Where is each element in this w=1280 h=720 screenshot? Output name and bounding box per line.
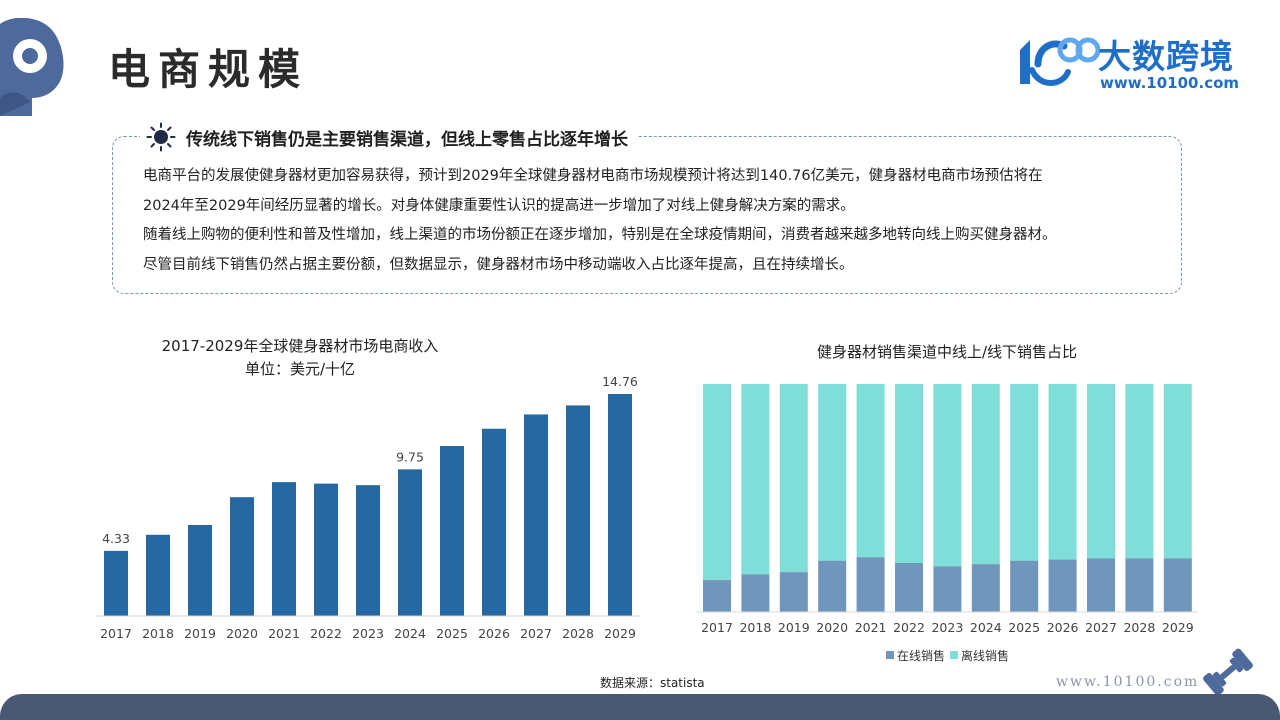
x-tick-label: 2017 (100, 626, 132, 641)
data-source: 数据来源：statista (600, 676, 705, 690)
x-tick-label: 2029 (604, 626, 636, 641)
online-bar-2021 (856, 557, 885, 612)
x-tick-label: 2018 (142, 626, 174, 641)
offline-bar-2021 (856, 384, 885, 558)
x-tick-label: 2021 (855, 620, 887, 635)
online-bar-2024 (971, 564, 1000, 612)
legend-swatch (950, 651, 958, 659)
x-tick-label: 2020 (816, 620, 848, 635)
x-tick-label: 2029 (1162, 620, 1194, 635)
x-tick-label: 2023 (352, 626, 384, 641)
x-tick-label: 2025 (436, 626, 468, 641)
dumbbell-icon (1203, 648, 1253, 696)
data-label-2017: 4.33 (102, 531, 130, 546)
x-tick-label: 2018 (739, 620, 771, 635)
offline-bar-2027 (1087, 384, 1115, 559)
offline-bar-2020 (818, 384, 847, 561)
offline-bar-2028 (1125, 384, 1154, 559)
offline-bar-2024 (971, 384, 1000, 565)
revenue-bar-chart: 2017-2029年全球健身器材市场电商收入 单位：美元/十亿 2017 2018… (96, 337, 640, 641)
brand-logo: 大数跨境 www.10100.com (1012, 30, 1244, 96)
bar-2022 (314, 483, 338, 616)
x-tick-label: 2021 (268, 626, 300, 641)
data-label-2029: 14.76 (602, 374, 638, 389)
offline-bar-2026 (1048, 384, 1077, 560)
online-bar-2023 (933, 566, 962, 612)
online-bar-2027 (1087, 558, 1115, 612)
online-bar-2020 (818, 560, 847, 612)
bar-2023 (356, 485, 380, 616)
sun-icon (146, 122, 176, 152)
legend-swatch (886, 651, 894, 659)
x-tick-label: 2027 (520, 626, 552, 641)
brand-100-icon (1020, 37, 1100, 86)
summary-line: 尽管目前线下销售仍然占据主要份额，但数据显示，健身器材市场中移动端收入占比逐年提… (143, 256, 854, 273)
x-tick-label: 2022 (310, 626, 342, 641)
offline-bar-2019 (779, 384, 808, 573)
bar-2027 (524, 414, 548, 616)
brand-name: 大数跨境 (1098, 37, 1234, 76)
summary-line: 随着线上购物的便利性和普及性增加，线上渠道的市场份额正在逐步增加，特别是在全球疫… (143, 227, 1057, 243)
online-bar-2017 (703, 580, 731, 612)
summary-line: 2024年至2029年间经历显著的增长。对身体健康重要性认识的提高进一步增加了对… (143, 197, 855, 214)
x-tick-label: 2020 (226, 626, 258, 641)
online-bar-2018 (741, 574, 770, 612)
chart-title: 健身器材销售渠道中线上/线下销售占比 (817, 343, 1077, 361)
online-bar-2026 (1048, 559, 1077, 612)
bar-2025 (440, 446, 464, 616)
bar-2028 (566, 405, 590, 616)
bar-2018 (146, 534, 170, 616)
x-tick-label: 2025 (1008, 620, 1040, 635)
online-bar-2028 (1125, 558, 1154, 612)
bar-2021 (272, 482, 296, 616)
offline-bar-2029 (1163, 384, 1192, 559)
offline-bar-2022 (895, 384, 923, 563)
bar-2020 (230, 497, 254, 616)
x-tick-label: 2027 (1085, 620, 1117, 635)
online-bar-2022 (895, 562, 923, 612)
offline-bar-2018 (741, 384, 770, 575)
offline-bar-2023 (933, 384, 962, 567)
x-tick-label: 2026 (478, 626, 510, 641)
offline-bar-2025 (1010, 384, 1039, 561)
footer-url: www.10100.com (1056, 674, 1200, 690)
offline-bar-2017 (703, 384, 731, 581)
legend-label: 在线销售 (897, 648, 945, 663)
x-tick-label: 2019 (184, 626, 216, 641)
online-bar-2025 (1010, 560, 1039, 612)
brand-url: www.10100.com (1100, 74, 1240, 92)
x-tick-label: 2024 (394, 626, 426, 641)
x-tick-label: 2019 (778, 620, 810, 635)
summary-body: 电商平台的发展使健身器材更加容易获得，预计到2029年全球健身器材电商市场规模预… (143, 162, 1168, 280)
x-tick-label: 2024 (970, 620, 1002, 635)
data-label-2024: 9.75 (396, 449, 424, 464)
x-tick-label: 2028 (562, 626, 594, 641)
x-tick-label: 2026 (1047, 620, 1079, 635)
x-tick-label: 2022 (893, 620, 925, 635)
chart-subtitle: 单位：美元/十亿 (245, 360, 355, 378)
x-tick-label: 2023 (931, 620, 963, 635)
online-bar-2029 (1163, 558, 1192, 612)
bar-2024 (398, 469, 422, 616)
legend-label: 离线销售 (961, 648, 1009, 663)
footer-bar (0, 694, 1280, 720)
online-bar-2019 (779, 572, 808, 612)
bar-2019 (188, 525, 212, 616)
x-tick-label: 2017 (701, 620, 733, 635)
chart-title: 2017-2029年全球健身器材市场电商收入 (162, 337, 439, 355)
page-title: 电商规模 (108, 45, 309, 94)
bar-2029 (608, 394, 632, 616)
summary-box (112, 136, 1182, 294)
x-tick-label: 2028 (1123, 620, 1155, 635)
channel-share-chart: 健身器材销售渠道中线上/线下销售占比 2017 2018 2019 2020 2021 2… (696, 343, 1198, 663)
mascot-logo-icon (0, 18, 64, 116)
summary-heading: 传统线下销售仍是主要销售渠道，但线上零售占比逐年增长 (140, 122, 638, 152)
summary-line: 电商平台的发展使健身器材更加容易获得，预计到2029年全球健身器材电商市场规模预… (143, 168, 1043, 184)
summary-heading-text: 传统线下销售仍是主要销售渠道，但线上零售占比逐年增长 (186, 129, 628, 150)
bar-2017 (104, 550, 128, 616)
bar-2026 (482, 428, 506, 616)
